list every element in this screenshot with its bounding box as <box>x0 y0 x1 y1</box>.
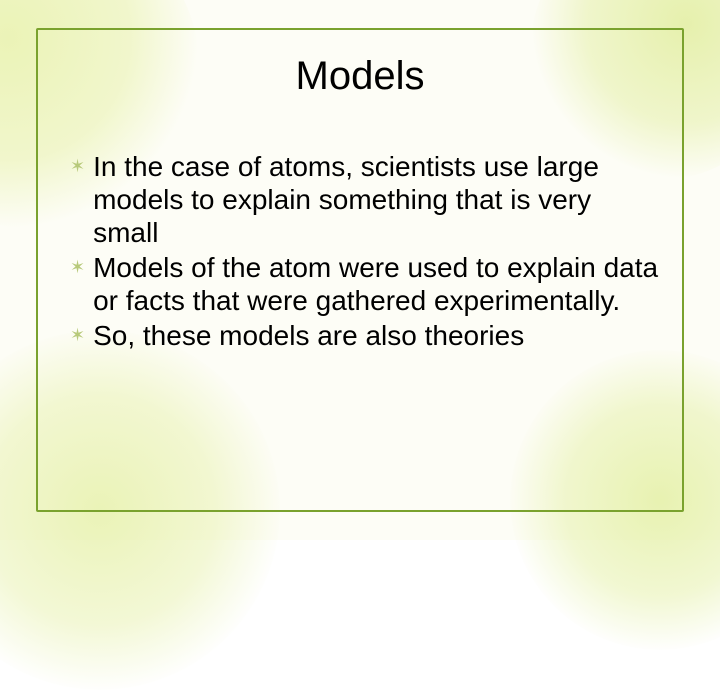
bullet-icon: ✶ <box>70 257 85 278</box>
bullet-item: ✶ Models of the atom were used to explai… <box>70 251 660 317</box>
bullet-item: ✶ In the case of atoms, scientists use l… <box>70 150 660 249</box>
slide: Models ✶ In the case of atoms, scientist… <box>0 0 720 540</box>
bullet-icon: ✶ <box>70 325 85 346</box>
bullet-icon: ✶ <box>70 156 85 177</box>
bullet-text: So, these models are also theories <box>93 319 660 352</box>
bullet-text: In the case of atoms, scientists use lar… <box>93 150 660 249</box>
bullet-text: Models of the atom were used to explain … <box>93 251 660 317</box>
slide-body: ✶ In the case of atoms, scientists use l… <box>70 150 660 354</box>
slide-title: Models <box>0 54 720 99</box>
bullet-item: ✶ So, these models are also theories <box>70 319 660 352</box>
